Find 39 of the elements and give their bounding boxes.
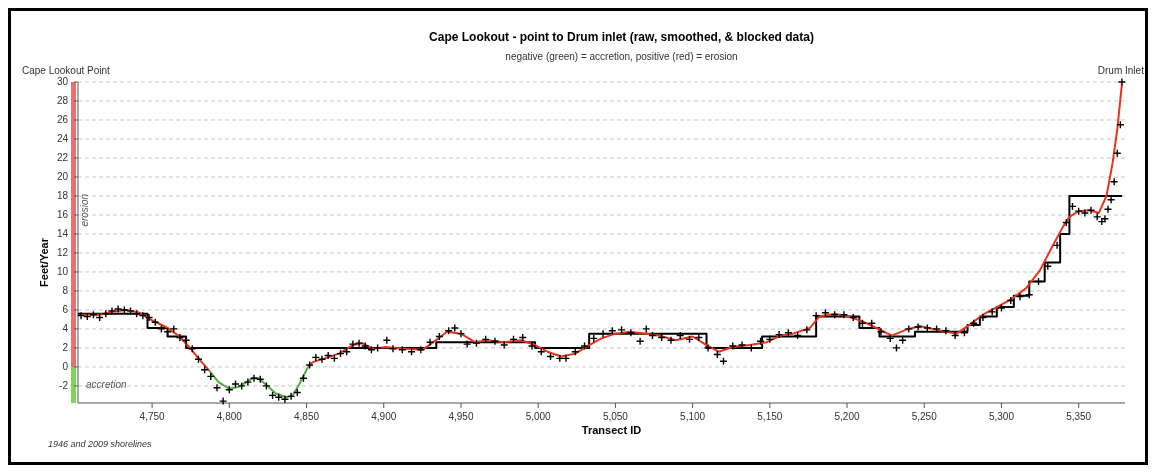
x-tick-label: 4,900 bbox=[371, 411, 397, 422]
x-tick-label: 5,000 bbox=[525, 411, 552, 422]
x-axis-title: Transect ID bbox=[581, 424, 642, 436]
x-tick-label: 5,150 bbox=[757, 411, 783, 422]
y-tick-label: 20 bbox=[56, 170, 69, 182]
y-tick-label: 22 bbox=[56, 151, 69, 163]
x-tick-label: 5,250 bbox=[911, 411, 938, 422]
y-tick-label: 26 bbox=[56, 113, 69, 125]
x-tick-label: 5,350 bbox=[1066, 411, 1092, 422]
y-tick-label: 12 bbox=[56, 246, 69, 258]
y-tick-label: 6 bbox=[62, 303, 69, 315]
y-tick-label: 10 bbox=[56, 265, 69, 277]
y-tick-label: 28 bbox=[56, 94, 69, 106]
chart-title: Cape Lookout - point to Drum inlet (raw, smoothed, & blocked data) bbox=[429, 30, 814, 44]
annotation: erosion bbox=[79, 193, 90, 227]
annotation: accretion bbox=[86, 378, 128, 390]
y-tick-label: 14 bbox=[56, 227, 69, 239]
chart-subtitle: negative (green) = accretion, positive (red) = erosion bbox=[505, 51, 738, 62]
text: Cape Lookout Point bbox=[22, 65, 111, 76]
y-tick-label: 18 bbox=[56, 189, 69, 201]
y-tick-label: 0 bbox=[62, 360, 69, 372]
y-tick-label: 16 bbox=[56, 208, 69, 220]
x-tick-label: 5,300 bbox=[988, 411, 1015, 422]
x-tick-label: 5,050 bbox=[602, 411, 629, 422]
text: 1946 and 2009 shorelines bbox=[48, 439, 153, 449]
y-tick-label: 2 bbox=[62, 341, 69, 353]
y-axis-title: Feet/Year bbox=[38, 237, 50, 287]
x-tick-label: 4,800 bbox=[216, 411, 243, 422]
annotation: Drum Inlet bbox=[1097, 65, 1145, 76]
x-tick-label: 4,850 bbox=[294, 411, 320, 422]
y-tick-label: -2 bbox=[59, 379, 69, 391]
y-tick-label: 30 bbox=[56, 75, 69, 87]
y-tick-label: 4 bbox=[62, 322, 69, 334]
x-tick-label: 4,950 bbox=[448, 411, 474, 422]
x-tick-label: 5,200 bbox=[834, 411, 860, 422]
y-tick-label: 24 bbox=[56, 132, 69, 144]
x-tick-label: 4,750 bbox=[139, 411, 166, 422]
y-tick-label: 8 bbox=[62, 284, 69, 296]
x-tick-label: 5,100 bbox=[680, 411, 706, 422]
